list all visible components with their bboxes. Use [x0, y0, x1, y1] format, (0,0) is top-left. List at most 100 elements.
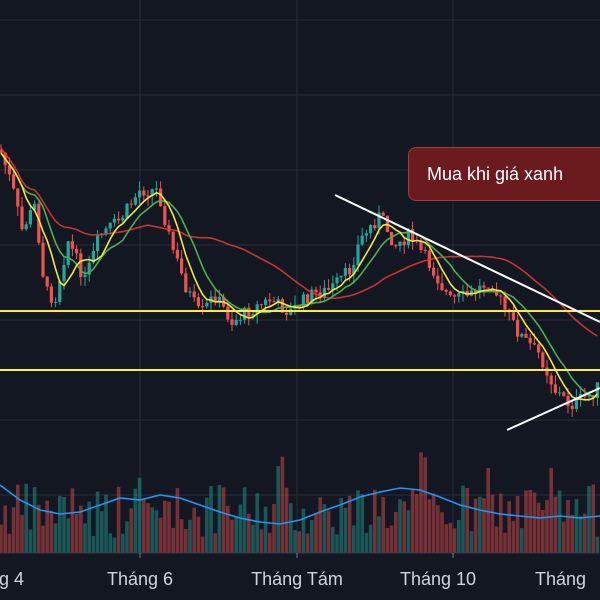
candle-body	[12, 174, 16, 189]
candle-body	[390, 231, 394, 246]
candle-body	[20, 206, 24, 230]
volume-bar	[377, 516, 381, 553]
candle-body	[545, 367, 549, 376]
volume-bar	[494, 526, 499, 553]
volume-bar	[142, 499, 146, 553]
volume-bar	[171, 527, 175, 553]
candle-body	[486, 287, 490, 289]
candle-body	[171, 231, 175, 250]
volume-bar	[314, 512, 318, 553]
candle-body	[251, 313, 255, 317]
candle-body	[79, 253, 83, 277]
volume-bar	[478, 496, 482, 553]
candle-body	[259, 304, 263, 306]
volume-bar	[520, 528, 524, 553]
candle-body	[41, 242, 45, 277]
volume-bar	[184, 529, 188, 553]
ma-slow-line	[0, 147, 598, 337]
candle-body	[37, 203, 41, 243]
volume-bar	[415, 494, 419, 553]
volume-bar	[49, 510, 54, 553]
volume-bar	[133, 488, 138, 553]
volume-bar	[251, 524, 255, 553]
candle-body	[495, 291, 499, 296]
candle-body	[163, 206, 167, 226]
volume-bar	[95, 491, 100, 553]
candle-body	[16, 188, 20, 207]
candle-body	[184, 273, 188, 293]
volume-bar	[112, 537, 117, 553]
candle-body	[0, 150, 3, 153]
x-label-thang-4: g 4	[0, 569, 24, 589]
candle-body	[444, 290, 448, 292]
indicator-lines	[0, 147, 600, 525]
volume-bar	[465, 487, 469, 553]
volume-bar	[301, 508, 306, 553]
volume-bar	[583, 513, 587, 553]
volume-bar	[482, 498, 486, 553]
volume-bar	[473, 498, 478, 553]
volume-bar	[242, 487, 247, 553]
candle-body	[66, 241, 70, 266]
candle-body	[268, 299, 272, 302]
candle-body	[360, 235, 364, 245]
volume-bar	[318, 497, 322, 553]
volume-bar	[28, 529, 33, 553]
candle-body	[381, 212, 385, 216]
trendline-resistance	[334, 194, 600, 323]
candle-body	[7, 165, 11, 175]
volume-bar	[532, 492, 537, 553]
volume-bar	[45, 500, 49, 553]
volume-bar	[238, 504, 243, 553]
volume-bar	[150, 507, 154, 553]
volume-bar	[406, 510, 411, 553]
volume-bar	[226, 505, 230, 553]
x-label-thang-12: Tháng	[535, 569, 586, 589]
candle-body	[255, 304, 259, 314]
volume-bar	[440, 512, 444, 553]
candle-body	[520, 333, 524, 337]
volume-bar	[3, 505, 7, 553]
volume-bar	[541, 509, 545, 553]
volume-bar	[66, 518, 70, 553]
candle-body	[318, 292, 322, 298]
candle-body	[432, 267, 436, 276]
candle-body	[188, 291, 192, 293]
volume-bar	[570, 514, 574, 553]
candle-body	[104, 228, 108, 234]
volume-bar	[331, 526, 335, 553]
candle-body	[394, 245, 398, 247]
volume-bar	[423, 457, 427, 553]
candle-body	[549, 375, 553, 385]
volume-bar	[305, 533, 310, 553]
candle-body	[453, 295, 457, 297]
candle-body	[482, 285, 486, 288]
candle-body	[570, 405, 574, 409]
candle-body	[247, 307, 251, 317]
trendline-support	[506, 387, 600, 431]
volume-bar	[289, 503, 293, 553]
volume-bar	[263, 506, 268, 553]
candle-body	[478, 285, 482, 293]
volume-bar	[116, 486, 121, 553]
candle-body	[524, 333, 528, 338]
candle-body	[159, 188, 163, 207]
volume-bar	[268, 532, 272, 553]
ma-fast-line	[0, 152, 598, 401]
candle-body	[541, 352, 545, 368]
volume-bar	[70, 488, 75, 553]
candle-body	[45, 276, 49, 287]
candle-body	[146, 195, 150, 197]
volume-bar	[503, 532, 507, 553]
candle-body	[54, 301, 58, 303]
candle-body	[411, 229, 415, 241]
volume-bar	[364, 532, 369, 553]
candle-body	[226, 306, 230, 320]
candle-body	[562, 392, 566, 396]
candle-body	[213, 296, 217, 302]
candle-body	[327, 287, 331, 290]
volume-bar	[0, 524, 3, 553]
candle-body	[356, 244, 360, 266]
